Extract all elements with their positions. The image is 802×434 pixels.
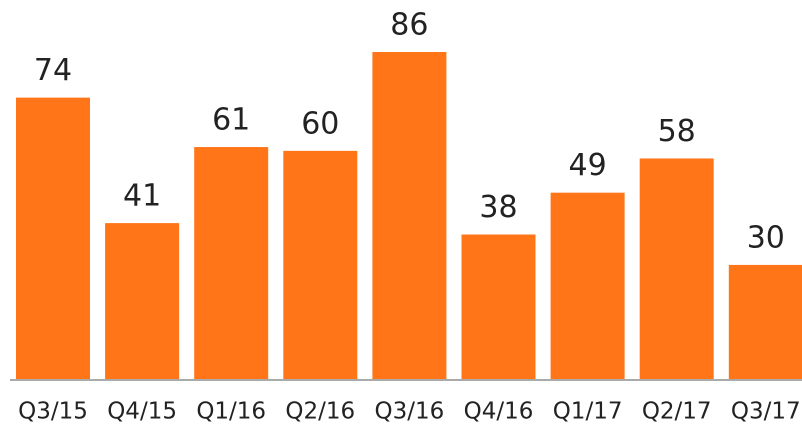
bar	[728, 264, 802, 379]
bar	[105, 223, 180, 379]
value-label: 49	[569, 148, 607, 183]
bar	[194, 147, 269, 379]
bar	[461, 234, 536, 379]
value-label: 61	[212, 103, 250, 138]
bar	[372, 52, 447, 379]
x-tick-label: Q1/17	[553, 399, 623, 425]
value-label: 74	[34, 53, 72, 88]
value-label: 41	[123, 179, 161, 214]
x-tick-label: Q3/17	[731, 399, 801, 425]
bar	[639, 158, 714, 379]
value-label: 86	[390, 8, 428, 43]
x-tick-label: Q4/16	[464, 399, 534, 425]
x-tick-label: Q1/16	[196, 399, 266, 425]
value-label: 58	[658, 114, 696, 149]
value-label: 38	[479, 190, 517, 225]
value-label: 30	[747, 220, 785, 255]
x-tick-label: Q4/15	[107, 399, 177, 425]
x-tick-label: Q2/16	[285, 399, 355, 425]
bar	[283, 150, 358, 379]
bar	[550, 192, 625, 379]
x-tick-label: Q3/15	[18, 399, 88, 425]
value-label: 60	[301, 106, 339, 141]
bar	[16, 97, 90, 380]
x-tick-label: Q2/17	[642, 399, 712, 425]
x-tick-label: Q3/16	[375, 399, 445, 425]
